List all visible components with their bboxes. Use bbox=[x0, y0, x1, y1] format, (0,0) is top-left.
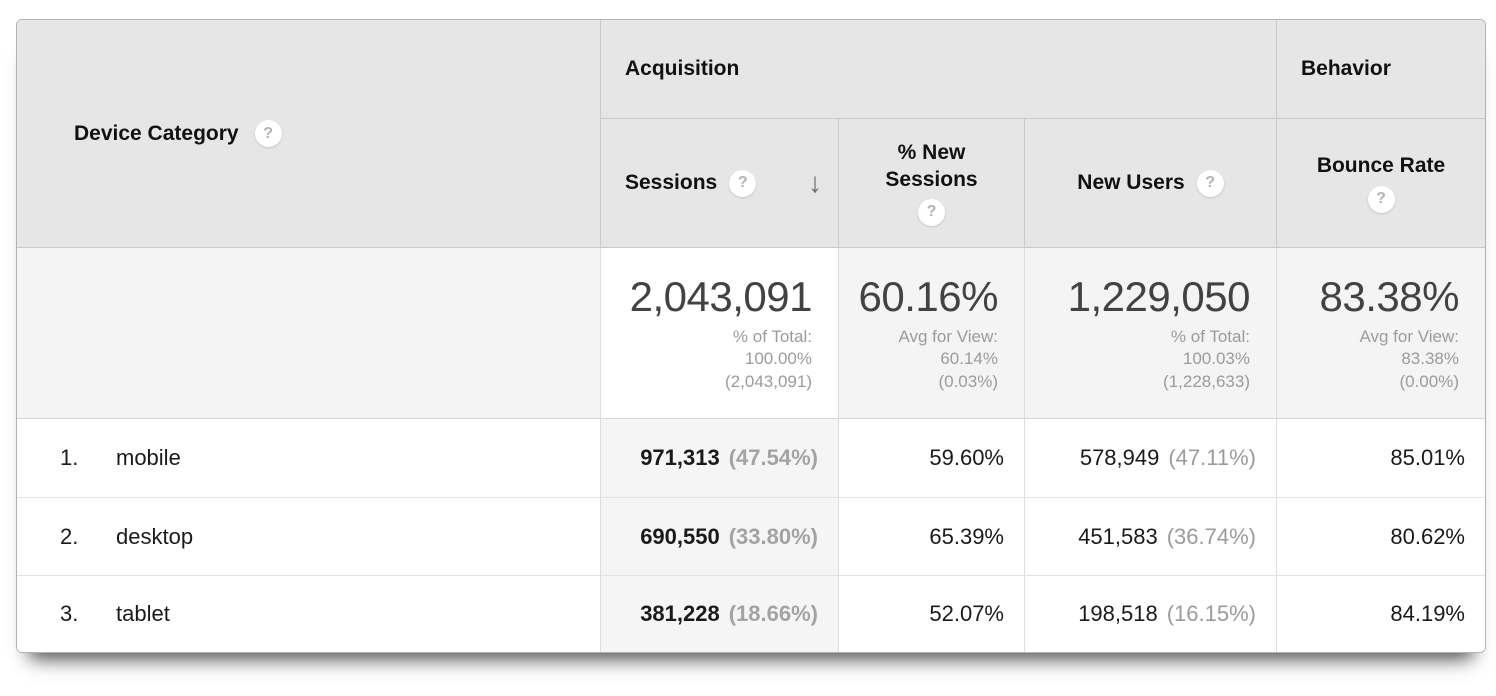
column-header-bounce-rate[interactable]: Bounce Rate ? bbox=[1277, 119, 1485, 248]
sessions-cell: 690,550 (33.80%) bbox=[601, 498, 839, 576]
bounce-rate-value: 80.62% bbox=[1390, 523, 1465, 549]
new-users-cell: 198,518 (16.15%) bbox=[1025, 576, 1277, 652]
bounce-rate-cell: 84.19% bbox=[1277, 576, 1485, 652]
totals-bounce-rate-note: Avg for View: 83.38% (0.00%) bbox=[1359, 326, 1459, 391]
new-users-value: 451,583 bbox=[1078, 523, 1158, 549]
totals-new-users-value: 1,229,050 bbox=[1067, 272, 1251, 320]
new-users-share: (47.11%) bbox=[1168, 445, 1256, 470]
bounce-rate-value: 85.01% bbox=[1390, 445, 1465, 470]
help-icon[interactable]: ? bbox=[729, 169, 757, 197]
device-name-mobile[interactable]: mobile bbox=[116, 445, 181, 470]
totals-sessions-note: % of Total: 100.00% (2,043,091) bbox=[725, 326, 812, 391]
column-header-new-sessions-pct[interactable]: % New Sessions ? bbox=[839, 119, 1025, 248]
sessions-header-label: Sessions bbox=[625, 170, 718, 194]
new-sessions-value: 59.60% bbox=[929, 445, 1004, 470]
group-header-acquisition: Acquisition bbox=[601, 20, 1277, 119]
sessions-value: 381,228 bbox=[640, 601, 720, 626]
new-users-value: 578,949 bbox=[1079, 445, 1160, 470]
behavior-group-label: Behavior bbox=[1301, 57, 1391, 80]
totals-bounce-rate-value: 83.38% bbox=[1319, 272, 1460, 320]
sessions-cell: 971,313 (47.54%) bbox=[601, 419, 839, 498]
column-header-new-users[interactable]: New Users ? bbox=[1025, 119, 1277, 248]
totals-new-sessions-note: Avg for View: 60.14% (0.03%) bbox=[898, 326, 998, 391]
help-icon[interactable]: ? bbox=[918, 198, 945, 226]
row-rank: 1. bbox=[60, 445, 79, 470]
sessions-value: 971,313 bbox=[640, 445, 720, 470]
bounce-rate-cell: 80.62% bbox=[1277, 498, 1485, 576]
sessions-share: (47.54%) bbox=[728, 445, 818, 470]
sessions-value: 690,550 bbox=[640, 523, 720, 549]
new-sessions-value: 65.39% bbox=[929, 523, 1004, 549]
device-name-desktop[interactable]: desktop bbox=[116, 523, 194, 549]
group-header-behavior: Behavior bbox=[1277, 20, 1485, 119]
bounce-rate-header-label: Bounce Rate bbox=[1316, 154, 1446, 178]
help-icon[interactable]: ? bbox=[254, 120, 282, 147]
row-dimension-cell: 1. mobile bbox=[17, 419, 601, 498]
row-rank: 2. bbox=[60, 523, 79, 549]
acquisition-group-label: Acquisition bbox=[625, 57, 740, 80]
totals-bounce-rate-cell: 83.38% Avg for View: 83.38% (0.00%) bbox=[1277, 248, 1485, 419]
totals-dimension-cell bbox=[17, 248, 601, 419]
sort-descending-icon[interactable]: ↓ bbox=[808, 167, 822, 198]
bounce-rate-cell: 85.01% bbox=[1277, 419, 1485, 498]
new-users-value: 198,518 bbox=[1078, 601, 1158, 626]
new-users-share: (36.74%) bbox=[1166, 523, 1256, 549]
totals-new-users-note: % of Total: 100.03% (1,228,633) bbox=[1163, 326, 1250, 391]
totals-sessions-value: 2,043,091 bbox=[629, 272, 813, 320]
analytics-table-grid: Device Category ? Acquisition Behavior S… bbox=[17, 20, 1485, 652]
row-dimension-cell: 2. desktop bbox=[17, 498, 601, 576]
totals-new-sessions-value: 60.16% bbox=[858, 272, 999, 320]
sessions-share: (33.80%) bbox=[728, 523, 818, 549]
new-users-share: (16.15%) bbox=[1166, 601, 1256, 626]
new-users-cell: 578,949 (47.11%) bbox=[1025, 419, 1277, 498]
new-sessions-pct-header-label: % New Sessions bbox=[885, 141, 978, 191]
sessions-cell: 381,228 (18.66%) bbox=[601, 576, 839, 652]
new-sessions-cell: 52.07% bbox=[839, 576, 1025, 652]
device-category-header-label: Device Category bbox=[74, 121, 239, 145]
sessions-share: (18.66%) bbox=[728, 601, 818, 626]
device-category-report-table: Device Category ? Acquisition Behavior S… bbox=[16, 19, 1486, 653]
help-icon[interactable]: ? bbox=[1196, 169, 1224, 197]
column-header-sessions[interactable]: Sessions ? ↓ bbox=[601, 119, 839, 248]
device-name-tablet[interactable]: tablet bbox=[116, 601, 170, 626]
new-sessions-cell: 65.39% bbox=[839, 498, 1025, 576]
dimension-header-device-category: Device Category ? bbox=[17, 20, 601, 248]
new-sessions-value: 52.07% bbox=[929, 601, 1004, 626]
bounce-rate-value: 84.19% bbox=[1390, 601, 1465, 626]
help-icon[interactable]: ? bbox=[1367, 185, 1395, 213]
totals-sessions-cell: 2,043,091 % of Total: 100.00% (2,043,091… bbox=[601, 248, 839, 419]
new-users-header-label: New Users bbox=[1077, 170, 1185, 194]
new-sessions-cell: 59.60% bbox=[839, 419, 1025, 498]
new-users-cell: 451,583 (36.74%) bbox=[1025, 498, 1277, 576]
row-rank: 3. bbox=[60, 601, 79, 626]
row-dimension-cell: 3. tablet bbox=[17, 576, 601, 652]
totals-new-users-cell: 1,229,050 % of Total: 100.03% (1,228,633… bbox=[1025, 248, 1277, 419]
totals-new-sessions-cell: 60.16% Avg for View: 60.14% (0.03%) bbox=[839, 248, 1025, 419]
